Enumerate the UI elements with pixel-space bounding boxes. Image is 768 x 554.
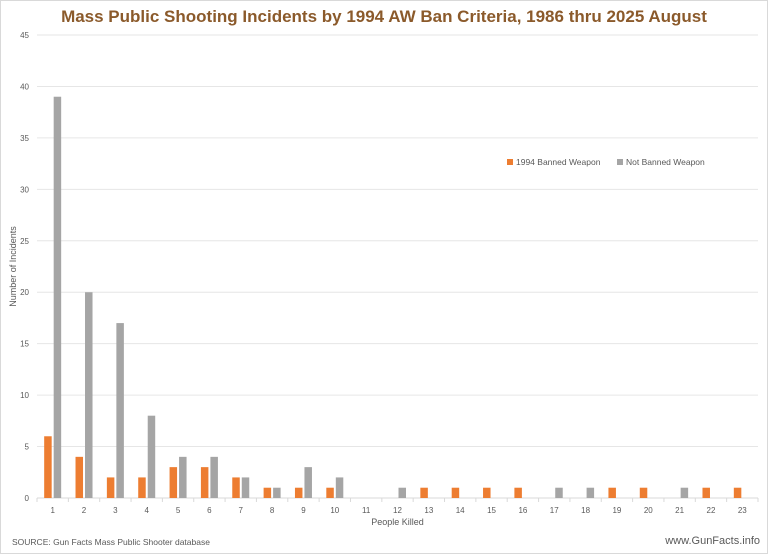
y-tick-label: 35 bbox=[20, 134, 29, 143]
x-tick-label: 16 bbox=[518, 506, 527, 515]
bar-not-banned bbox=[241, 477, 250, 498]
bar-not-banned bbox=[398, 487, 406, 498]
bar-banned bbox=[138, 477, 146, 498]
bar-not-banned bbox=[85, 292, 93, 498]
x-tick-label: 20 bbox=[644, 506, 653, 515]
bar-banned bbox=[639, 487, 648, 498]
bar-banned bbox=[483, 487, 491, 498]
x-tick-label: 19 bbox=[612, 506, 621, 515]
y-tick-label: 0 bbox=[25, 494, 30, 503]
bar-banned bbox=[733, 487, 742, 498]
x-tick-label: 18 bbox=[581, 506, 590, 515]
bar-banned bbox=[451, 487, 460, 498]
x-tick-label: 9 bbox=[301, 506, 306, 515]
legend-label: 1994 Banned Weapon bbox=[516, 157, 601, 167]
bar-not-banned bbox=[116, 323, 124, 498]
bar-banned bbox=[232, 477, 240, 498]
x-tick-label: 23 bbox=[738, 506, 747, 515]
bar-banned bbox=[326, 487, 334, 498]
x-tick-label: 2 bbox=[82, 506, 87, 515]
bar-banned bbox=[169, 467, 178, 498]
y-tick-label: 30 bbox=[20, 185, 29, 194]
bar-banned bbox=[44, 436, 52, 498]
bar-not-banned bbox=[680, 487, 689, 498]
y-axis-label: Number of Incidents bbox=[8, 226, 18, 307]
y-tick-label: 15 bbox=[20, 340, 29, 349]
x-tick-label: 10 bbox=[330, 506, 339, 515]
x-tick-label: 17 bbox=[550, 506, 559, 515]
y-tick-label: 20 bbox=[20, 288, 29, 297]
y-tick-label: 45 bbox=[20, 31, 29, 40]
x-tick-label: 21 bbox=[675, 506, 684, 515]
x-tick-label: 3 bbox=[113, 506, 118, 515]
x-tick-label: 14 bbox=[456, 506, 465, 515]
x-tick-label: 4 bbox=[144, 506, 149, 515]
bar-banned bbox=[608, 487, 616, 498]
y-tick-label: 25 bbox=[20, 237, 29, 246]
bar-not-banned bbox=[304, 467, 312, 498]
bar-banned bbox=[420, 487, 428, 498]
chart-title: Mass Public Shooting Incidents by 1994 A… bbox=[61, 7, 707, 26]
bar-not-banned bbox=[273, 487, 281, 498]
x-tick-label: 1 bbox=[50, 506, 55, 515]
bar-banned bbox=[294, 487, 303, 498]
y-tick-label: 40 bbox=[20, 82, 29, 91]
bar-banned bbox=[702, 487, 710, 498]
bar-banned bbox=[75, 456, 84, 498]
source-note: SOURCE: Gun Facts Mass Public Shooter da… bbox=[12, 537, 210, 547]
x-tick-label: 12 bbox=[393, 506, 402, 515]
bar-banned bbox=[200, 467, 209, 498]
x-tick-label: 8 bbox=[270, 506, 275, 515]
legend-label: Not Banned Weapon bbox=[626, 157, 705, 167]
x-tick-label: 22 bbox=[707, 506, 716, 515]
y-tick-label: 10 bbox=[20, 391, 29, 400]
bar-not-banned bbox=[179, 456, 187, 498]
bar-not-banned bbox=[586, 487, 595, 498]
x-axis-label: People Killed bbox=[371, 517, 424, 527]
legend-swatch bbox=[507, 159, 513, 165]
x-tick-label: 6 bbox=[207, 506, 212, 515]
bar-not-banned bbox=[335, 477, 344, 498]
bar-banned bbox=[514, 487, 522, 498]
x-tick-label: 7 bbox=[239, 506, 244, 515]
x-tick-label: 13 bbox=[424, 506, 433, 515]
bar-not-banned bbox=[555, 487, 563, 498]
bar-not-banned bbox=[210, 456, 218, 498]
site-watermark: www.GunFacts.info bbox=[665, 535, 760, 547]
x-tick-label: 5 bbox=[176, 506, 181, 515]
y-tick-label: 5 bbox=[25, 443, 30, 452]
bar-not-banned bbox=[53, 96, 62, 498]
bar-banned bbox=[263, 487, 272, 498]
x-tick-label: 11 bbox=[362, 506, 371, 515]
legend-swatch bbox=[617, 159, 623, 165]
x-tick-label: 15 bbox=[487, 506, 496, 515]
bar-banned bbox=[106, 477, 115, 498]
bar-not-banned bbox=[147, 415, 156, 498]
